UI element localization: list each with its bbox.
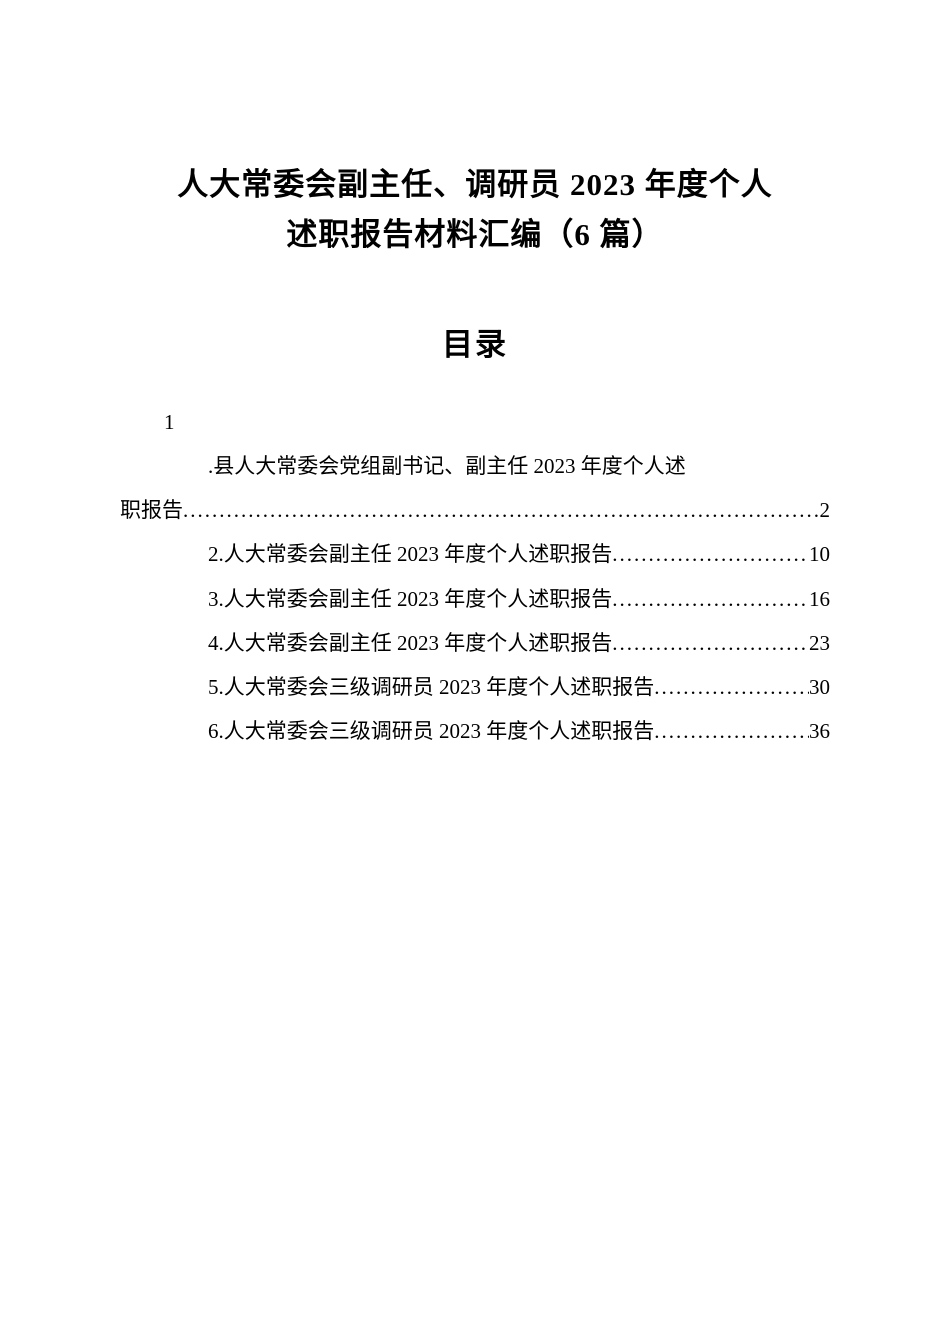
toc-page-number: 23 <box>809 621 830 665</box>
toc-dots: ........................................… <box>612 532 809 576</box>
toc-entry-text-line2: 职报告 <box>120 488 183 532</box>
toc-page-number: 2 <box>820 488 831 532</box>
toc-entry-text: 6.人大常委会三级调研员 2023 年度个人述职报告 <box>208 709 654 753</box>
toc-page-number: 36 <box>809 709 830 753</box>
toc-content: 1 .县人大常委会党组副书记、副主任 2023 年度个人述 职报告 ......… <box>120 400 830 753</box>
toc-heading: 目录 <box>120 319 830 364</box>
toc-entry: .县人大常委会党组副书记、副主任 2023 年度个人述 职报告 ........… <box>120 444 830 532</box>
toc-orphan-number: 1 <box>120 400 830 444</box>
toc-entry-line2: 职报告 ....................................… <box>120 488 830 532</box>
toc-entry: 4.人大常委会副主任 2023 年度个人述职报告 ...............… <box>120 621 830 665</box>
toc-dots: ........................................… <box>654 665 809 709</box>
toc-dots: ........................................… <box>612 577 809 621</box>
title-line-2: 述职报告材料汇编（6 篇） <box>120 210 830 260</box>
toc-page-number: 16 <box>809 577 830 621</box>
title-line-1: 人大常委会副主任、调研员 2023 年度个人 <box>120 160 830 210</box>
toc-entry-text: 5.人大常委会三级调研员 2023 年度个人述职报告 <box>208 665 654 709</box>
toc-dots: ........................................… <box>183 488 820 532</box>
toc-entry: 6.人大常委会三级调研员 2023 年度个人述职报告 .............… <box>120 709 830 753</box>
toc-entry-text: 3.人大常委会副主任 2023 年度个人述职报告 <box>208 577 612 621</box>
toc-entry: 3.人大常委会副主任 2023 年度个人述职报告 ...............… <box>120 577 830 621</box>
document-title-block: 人大常委会副主任、调研员 2023 年度个人 述职报告材料汇编（6 篇） <box>120 160 830 259</box>
toc-dots: ........................................… <box>654 709 809 753</box>
toc-entry-text-line1: .县人大常委会党组副书记、副主任 2023 年度个人述 <box>120 444 830 488</box>
toc-entry: 5.人大常委会三级调研员 2023 年度个人述职报告 .............… <box>120 665 830 709</box>
toc-entry-text: 4.人大常委会副主任 2023 年度个人述职报告 <box>208 621 612 665</box>
toc-page-number: 30 <box>809 665 830 709</box>
toc-entry-text: 2.人大常委会副主任 2023 年度个人述职报告 <box>208 532 612 576</box>
toc-dots: ........................................… <box>612 621 809 665</box>
toc-page-number: 10 <box>809 532 830 576</box>
toc-entry: 2.人大常委会副主任 2023 年度个人述职报告 ...............… <box>120 532 830 576</box>
